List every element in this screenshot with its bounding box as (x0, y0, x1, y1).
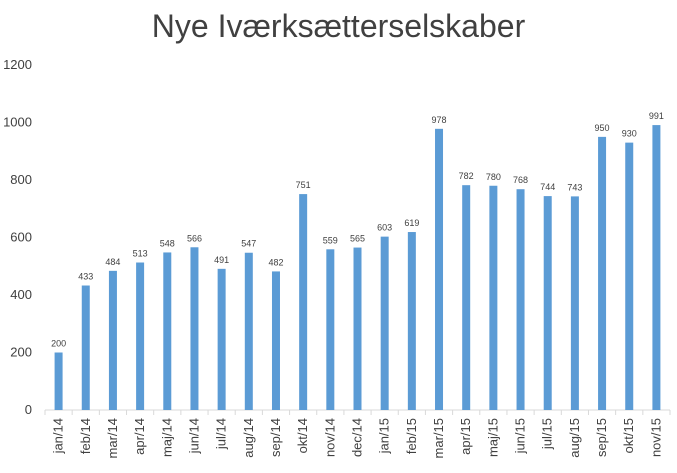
x-tick-label: apr/14 (132, 418, 147, 455)
bar (570, 196, 579, 410)
data-label: 603 (377, 223, 392, 233)
data-label: 744 (540, 182, 555, 192)
bar (353, 247, 362, 410)
x-tick-label: sep/15 (594, 418, 609, 457)
y-tick-label: 1200 (3, 57, 32, 72)
bar (462, 185, 471, 410)
x-tick-label: jan/14 (51, 418, 66, 454)
bar (489, 185, 498, 410)
data-label: 768 (513, 175, 528, 185)
data-label: 751 (296, 180, 311, 190)
bar (516, 189, 525, 410)
x-tick-label: okt/14 (295, 418, 310, 453)
x-tick-label: aug/15 (567, 418, 582, 458)
x-tick-label: jun/15 (513, 418, 528, 454)
data-label: 548 (160, 238, 175, 248)
x-tick-label: maj/14 (159, 418, 174, 457)
data-label: 780 (486, 172, 501, 182)
data-label: 565 (350, 234, 365, 244)
data-label: 978 (432, 115, 447, 125)
bar (598, 136, 607, 410)
data-label: 930 (622, 129, 637, 139)
x-tick-label: feb/14 (78, 418, 93, 454)
data-label: 491 (214, 255, 229, 265)
data-label: 200 (51, 339, 66, 349)
y-tick-label: 600 (10, 230, 32, 245)
y-tick-label: 0 (25, 402, 32, 417)
x-tick-label: mar/14 (105, 418, 120, 458)
y-tick-label: 800 (10, 172, 32, 187)
x-tick-label: sep/14 (268, 418, 283, 457)
bar (407, 232, 416, 410)
data-label: 482 (268, 257, 283, 267)
x-tick-label: nov/15 (648, 418, 663, 457)
x-tick-label: apr/15 (458, 418, 473, 455)
bar (652, 125, 661, 411)
x-tick-label: aug/14 (241, 418, 256, 458)
bar (435, 128, 444, 410)
x-tick-label: maj/15 (485, 418, 500, 457)
bar (81, 285, 90, 410)
x-tick-label: dec/14 (350, 418, 365, 457)
bar (271, 271, 280, 410)
data-label: 743 (567, 182, 582, 192)
bar (54, 352, 63, 410)
x-tick-label: jul/14 (214, 418, 229, 450)
bar (326, 249, 335, 410)
bar (625, 142, 634, 410)
data-label: 513 (133, 249, 148, 259)
bar (108, 270, 117, 410)
bar (217, 268, 226, 410)
x-tick-label: jun/14 (186, 418, 201, 454)
data-label: 950 (595, 123, 610, 133)
bar (380, 236, 389, 410)
data-label: 559 (323, 235, 338, 245)
bar (543, 196, 552, 410)
bar (299, 194, 308, 410)
x-tick-label: jan/15 (377, 418, 392, 454)
x-tick-label: jul/15 (540, 418, 555, 450)
data-label: 547 (241, 239, 256, 249)
data-label: 566 (187, 233, 202, 243)
data-label: 484 (105, 257, 120, 267)
chart-title: Nye Iværksætterselskaber (151, 8, 526, 44)
data-label: 782 (459, 171, 474, 181)
x-tick-label: mar/15 (431, 418, 446, 458)
bar (163, 252, 172, 410)
x-tick-label: nov/14 (322, 418, 337, 457)
bar (136, 262, 145, 410)
y-tick-label: 200 (10, 345, 32, 360)
data-label: 433 (78, 272, 93, 282)
data-label: 991 (649, 111, 664, 121)
y-tick-label: 400 (10, 287, 32, 302)
bar (190, 247, 199, 410)
x-tick-label: feb/15 (404, 418, 419, 454)
data-label: 619 (404, 218, 419, 228)
y-tick-label: 1000 (3, 115, 32, 130)
x-tick-label: okt/15 (621, 418, 636, 453)
bar (244, 252, 253, 410)
